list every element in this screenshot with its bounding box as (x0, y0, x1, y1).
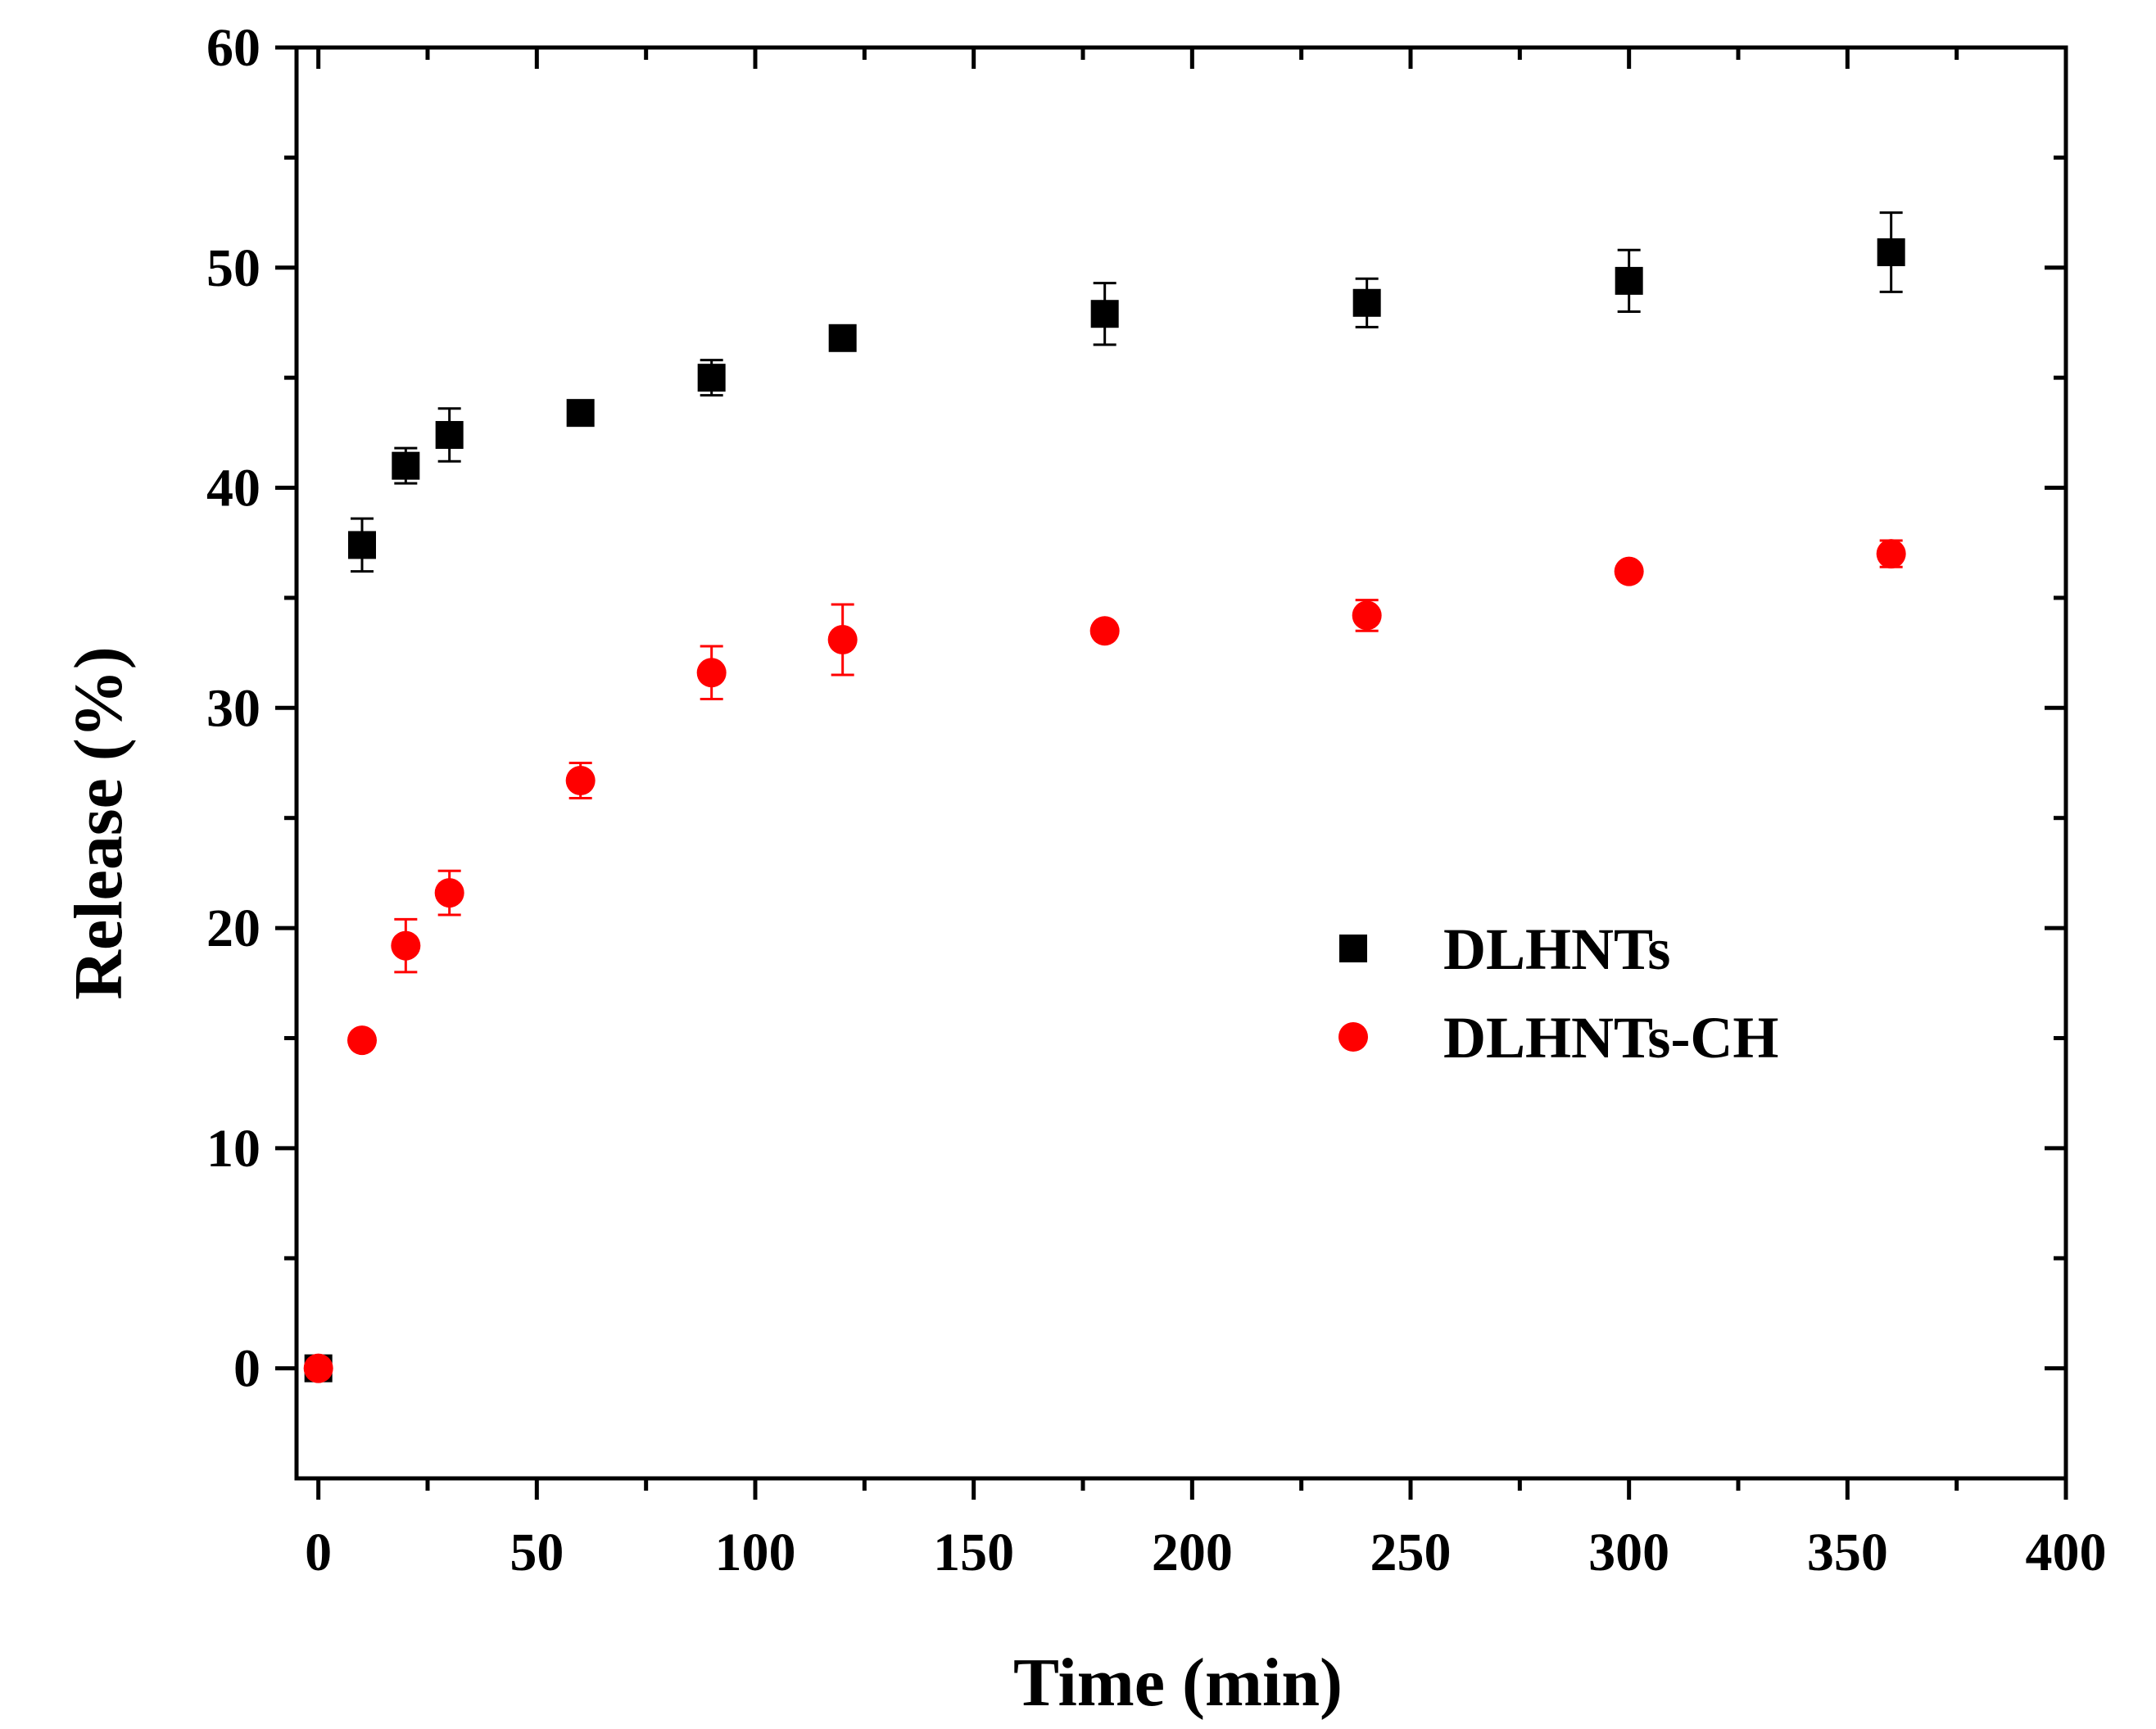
data-point (1089, 616, 1120, 646)
data-point (566, 399, 595, 428)
x-tick-label: 200 (1152, 1523, 1233, 1582)
x-axis-title: Time (min) (1013, 1645, 1343, 1721)
x-tick-label: 350 (1807, 1523, 1888, 1582)
x-tick-label: 250 (1370, 1523, 1452, 1582)
x-tick-label: 300 (1588, 1523, 1669, 1582)
axes (294, 45, 2068, 1481)
data-point (303, 1353, 333, 1383)
data-point (1352, 288, 1381, 317)
data-point (565, 766, 596, 796)
data-point (1877, 238, 1905, 266)
x-tick-label: 100 (715, 1523, 796, 1582)
legend-label: DLHNTs (1443, 917, 1670, 982)
legend-marker (1339, 935, 1367, 962)
y-tick-label: 50 (206, 238, 260, 298)
data-point (1352, 600, 1382, 631)
y-tick-label: 40 (206, 459, 260, 518)
legend: DLHNTs DLHNTs-CH (1338, 917, 1778, 1070)
data-point (827, 624, 858, 654)
ticks (275, 45, 2068, 1500)
series-dlhnts (304, 211, 1905, 1383)
data-point (435, 421, 464, 450)
series-dlhnts-ch (303, 539, 1906, 1383)
y-tick-label: 10 (206, 1119, 260, 1179)
data-point (348, 531, 376, 559)
data-point (392, 451, 420, 480)
data-point (1615, 266, 1643, 295)
x-tick-label: 150 (933, 1523, 1014, 1582)
plot-frame (294, 45, 2068, 1481)
data-point (1876, 539, 1906, 569)
data-point (1090, 300, 1119, 328)
data-point (828, 324, 857, 352)
data-point (434, 878, 464, 908)
data-series (303, 211, 1906, 1383)
y-axis-title: Release (%) (61, 646, 137, 999)
data-point (1614, 556, 1644, 586)
y-tick-label: 20 (206, 898, 260, 958)
x-tick-label: 400 (2026, 1523, 2107, 1582)
data-point (696, 658, 727, 688)
tick-labels: 0 50 100 150 200 250 300 350 400 0 10 20 30 40 50 60 (206, 18, 2107, 1582)
legend-label: DLHNTs-CH (1443, 1005, 1778, 1070)
x-tick-label: 0 (305, 1523, 332, 1582)
y-tick-label: 30 (206, 678, 260, 738)
legend-marker (1338, 1022, 1368, 1052)
x-tick-label: 50 (510, 1523, 564, 1582)
y-tick-label: 0 (233, 1339, 260, 1399)
data-point (391, 930, 421, 961)
data-point (347, 1025, 377, 1056)
data-point (697, 364, 726, 392)
y-tick-label: 60 (206, 18, 260, 78)
